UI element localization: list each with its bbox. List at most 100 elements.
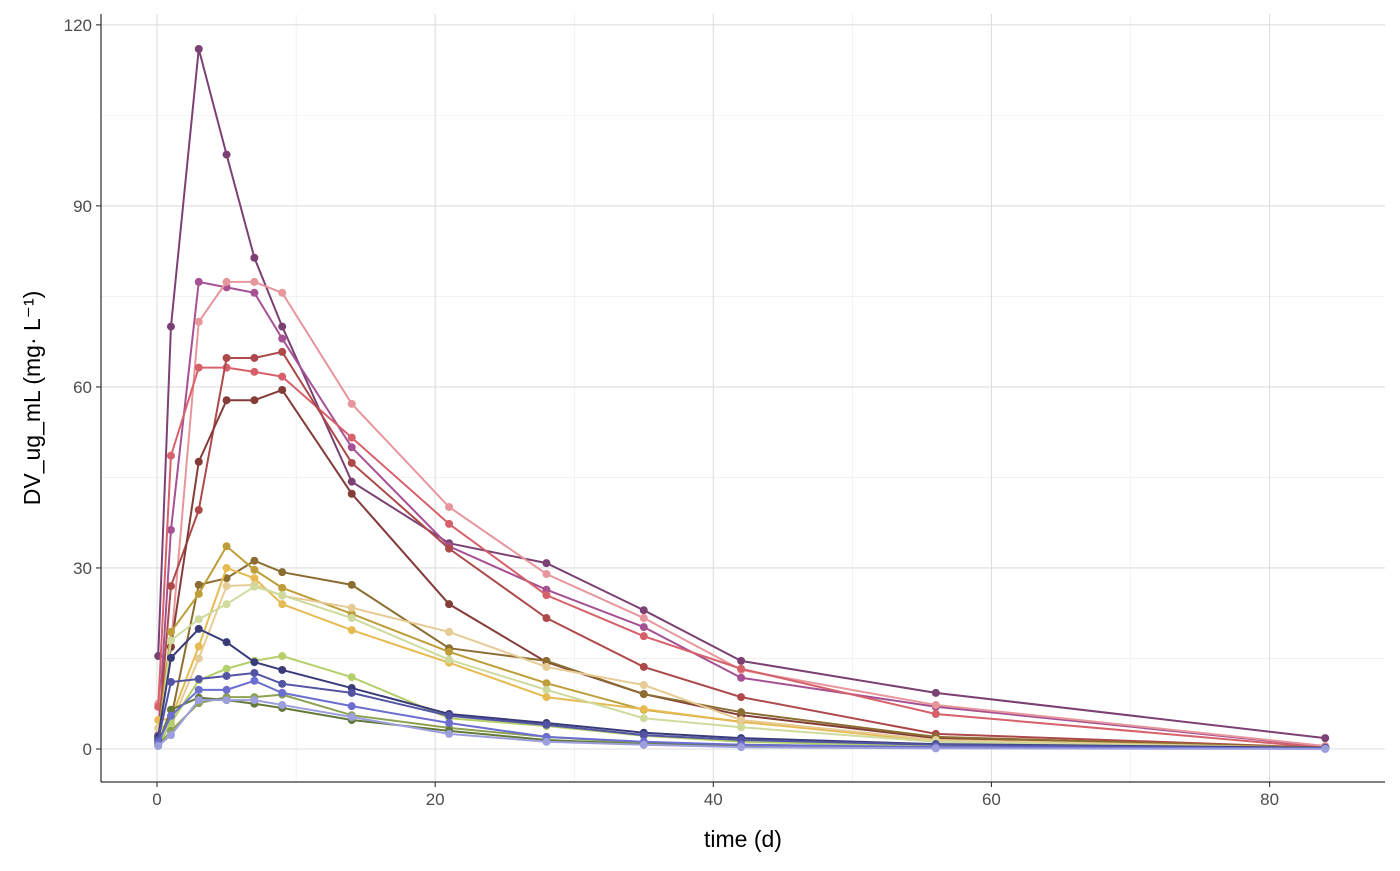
data-point (194, 685, 203, 694)
data-point (737, 708, 746, 717)
data-point (931, 744, 940, 753)
data-point (542, 693, 551, 702)
data-point (250, 696, 259, 705)
data-point (166, 451, 175, 460)
x-tick-label: 20 (426, 790, 445, 809)
data-point (347, 433, 356, 442)
data-point (250, 582, 259, 591)
data-point (347, 673, 356, 682)
data-point (737, 664, 746, 673)
data-point (222, 638, 231, 647)
data-point (278, 568, 287, 577)
data-point (166, 678, 175, 687)
data-point (194, 696, 203, 705)
data-point (347, 688, 356, 697)
data-point (166, 525, 175, 534)
data-point (1321, 744, 1330, 753)
data-point (166, 582, 175, 591)
data-point (931, 688, 940, 697)
data-point (250, 574, 259, 583)
y-axis-label: DV_ug_mL (mg· L⁻¹) (19, 291, 45, 506)
data-point (445, 719, 454, 728)
data-point (194, 654, 203, 663)
data-point (222, 353, 231, 362)
y-tick-label: 60 (73, 378, 92, 397)
data-point (542, 614, 551, 623)
data-point (278, 591, 287, 600)
data-point (347, 580, 356, 589)
data-point (250, 367, 259, 376)
data-point (347, 713, 356, 722)
data-point (445, 729, 454, 738)
data-point (639, 740, 648, 749)
data-point (222, 600, 231, 609)
series-1 (154, 44, 1330, 743)
data-point (166, 711, 175, 720)
series-line (157, 48, 1326, 740)
data-point (278, 665, 287, 674)
data-point (737, 656, 746, 665)
data-point (542, 685, 551, 694)
data-point (639, 632, 648, 641)
data-point (931, 700, 940, 709)
data-point (445, 647, 454, 656)
data-point (639, 731, 648, 740)
data-point (222, 542, 231, 551)
data-point (250, 396, 259, 405)
data-point (154, 741, 163, 750)
data-point (222, 396, 231, 405)
data-point (250, 277, 259, 286)
data-point (931, 709, 940, 718)
data-point (737, 723, 746, 732)
data-point (445, 503, 454, 512)
data-point (737, 693, 746, 702)
data-point (250, 556, 259, 565)
x-tick-label: 60 (982, 790, 1001, 809)
data-point (194, 457, 203, 466)
data-point (166, 653, 175, 662)
data-point (278, 372, 287, 381)
data-point (639, 614, 648, 623)
data-point (278, 679, 287, 688)
data-point (194, 624, 203, 633)
data-point (166, 705, 175, 714)
data-point (445, 600, 454, 609)
data-point (347, 702, 356, 711)
data-point (278, 583, 287, 592)
y-tick-label: 120 (64, 16, 92, 35)
data-point (194, 363, 203, 372)
data-point (639, 690, 648, 699)
data-point (1321, 734, 1330, 743)
data-point (166, 322, 175, 331)
data-point (166, 636, 175, 645)
data-point (222, 563, 231, 572)
x-axis-label: time (d) (704, 826, 782, 852)
series-2 (154, 277, 1330, 751)
data-point (194, 589, 203, 598)
data-point (542, 737, 551, 746)
series-18 (154, 696, 1330, 753)
x-tick-label: 0 (152, 790, 161, 809)
data-point (347, 458, 356, 467)
data-point (194, 44, 203, 53)
data-point (222, 671, 231, 680)
data-point (250, 565, 259, 574)
y-tick-label: 90 (73, 197, 92, 216)
axes: 0 20 40 60 80 0 30 60 90 120 (64, 14, 1385, 809)
data-point (347, 626, 356, 635)
data-point (278, 652, 287, 661)
data-point (278, 288, 287, 297)
data-point (194, 580, 203, 589)
x-tick-label: 80 (1260, 790, 1279, 809)
data-point (445, 519, 454, 528)
data-point (194, 642, 203, 651)
data-point (737, 743, 746, 752)
data-point (278, 700, 287, 709)
data-point (194, 506, 203, 515)
data-point (347, 443, 356, 452)
data-point (347, 477, 356, 486)
data-point (250, 288, 259, 297)
data-point (445, 711, 454, 720)
data-point (222, 696, 231, 705)
data-point (278, 600, 287, 609)
